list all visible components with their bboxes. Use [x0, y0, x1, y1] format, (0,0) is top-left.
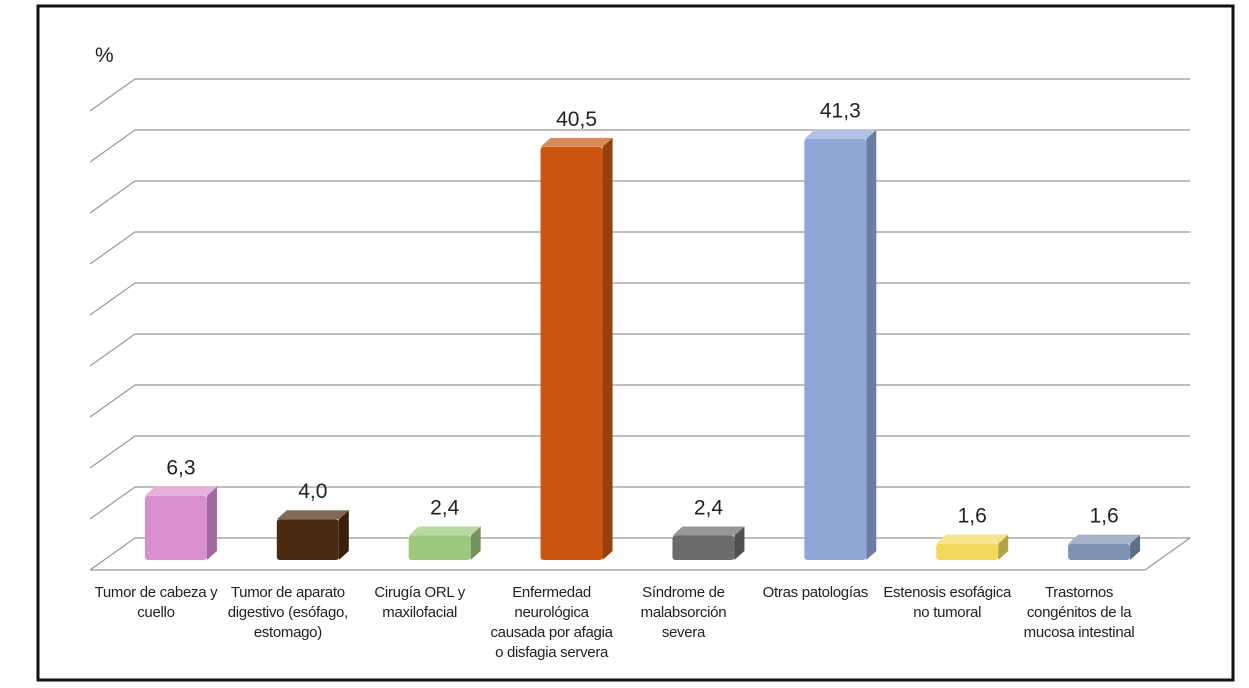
floor-edge	[90, 537, 1191, 571]
value-label: 4,0	[298, 480, 327, 503]
bar	[936, 543, 999, 560]
bar	[672, 535, 735, 560]
bar	[276, 519, 339, 560]
bar	[144, 495, 207, 560]
grid-line	[89, 78, 1190, 112]
bar-top	[276, 510, 349, 520]
bar-side	[338, 510, 349, 560]
value-label: 1,6	[958, 505, 987, 528]
grid-line	[89, 384, 1190, 418]
grid-line	[89, 537, 1190, 571]
bar-side	[602, 137, 613, 560]
value-label: 6,3	[166, 457, 195, 480]
grid-line	[89, 282, 1190, 316]
x-tick-label: Otras patologías	[762, 584, 869, 601]
bar	[540, 146, 603, 560]
bar-top	[804, 129, 877, 139]
bar-top	[672, 526, 745, 536]
grid-line	[89, 333, 1190, 367]
x-tick-label: Síndrome de malabsorción severa	[640, 584, 727, 641]
bar-side	[206, 486, 217, 560]
bar-top	[936, 534, 1009, 544]
bar-top	[144, 486, 217, 496]
bar-top	[1068, 534, 1141, 544]
x-tick-label: Cirugía ORL y maxilofacial	[374, 584, 465, 621]
bar-side	[470, 526, 481, 560]
x-tick-label: Trastornos congénitos de la mucosa intes…	[1023, 584, 1135, 641]
value-label: 2,4	[430, 497, 460, 520]
bar-top	[540, 137, 613, 147]
y-axis-label: %	[95, 44, 114, 67]
grid-line	[89, 231, 1190, 265]
bar-side	[734, 526, 745, 560]
x-tick-label: Enfermedad neurológica causada por afagi…	[490, 584, 613, 661]
x-tick-label: Tumor de aparato digestivo (esófago, est…	[227, 584, 349, 641]
value-label: 41,3	[820, 100, 861, 123]
value-label: 2,4	[694, 497, 724, 520]
grid-line	[89, 180, 1190, 214]
value-label: 40,5	[556, 108, 597, 131]
frame	[36, 4, 1235, 682]
x-tick-label: Tumor de cabeza y cuello	[94, 584, 218, 621]
grid-line	[89, 486, 1190, 520]
bar	[1068, 543, 1131, 560]
bar-side	[1130, 534, 1141, 560]
value-label: 1,6	[1089, 505, 1118, 528]
bar-top	[408, 526, 481, 536]
x-tick-label: Estenosis esofágica no tumoral	[883, 584, 1012, 621]
bar	[804, 138, 867, 561]
grid-line	[89, 129, 1190, 163]
bar	[408, 535, 471, 560]
bar-side	[866, 129, 877, 561]
bar-side	[998, 534, 1009, 560]
grid-line	[89, 435, 1190, 469]
